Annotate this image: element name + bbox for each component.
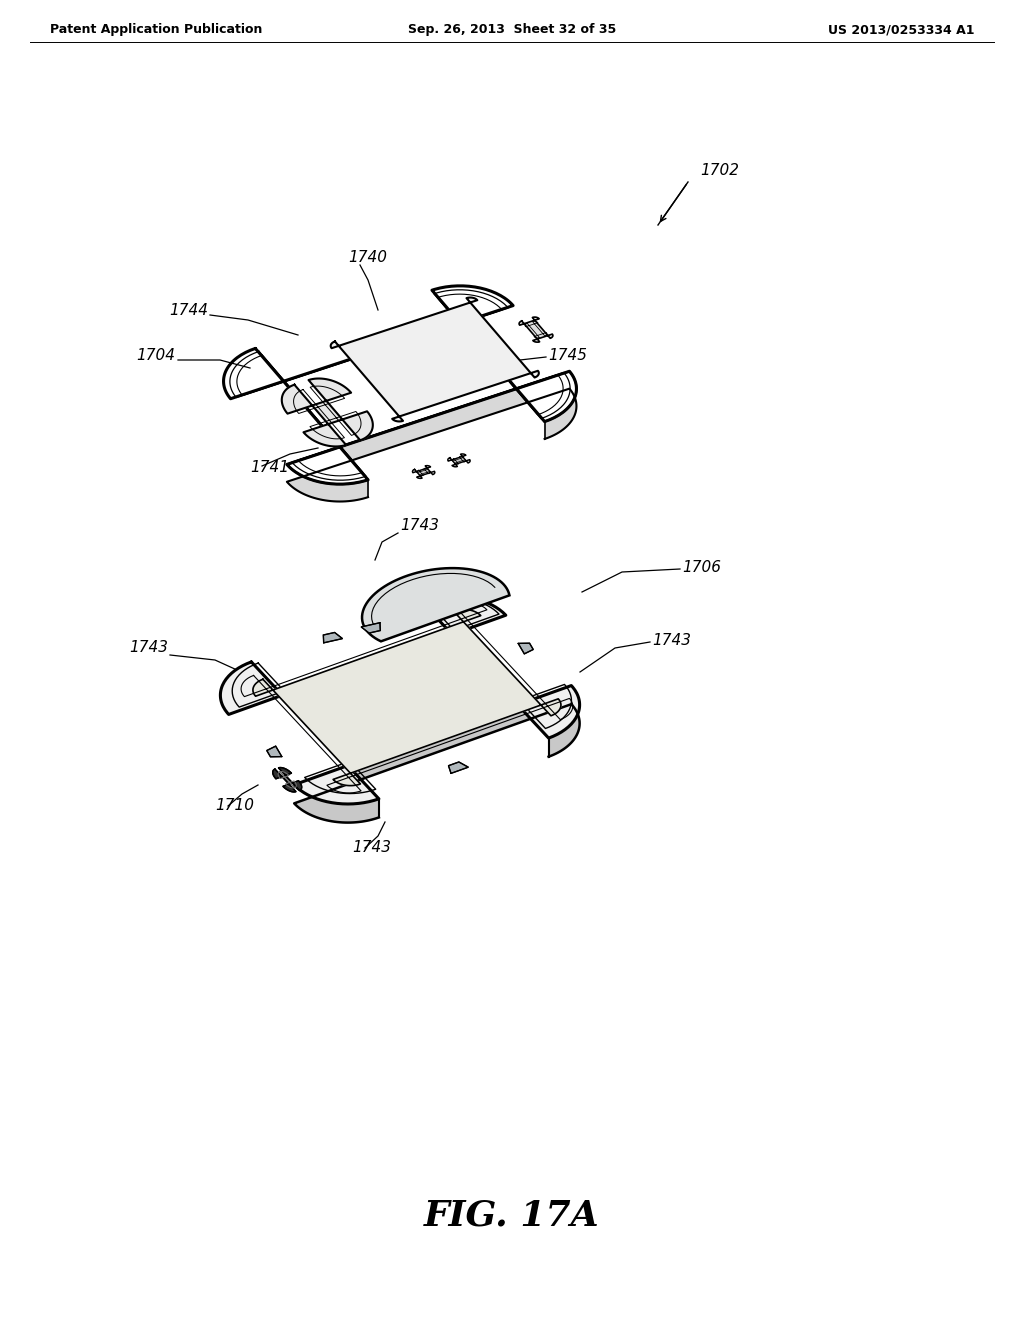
Text: 1745: 1745 (548, 348, 587, 363)
Polygon shape (518, 643, 534, 653)
Text: 1702: 1702 (700, 162, 739, 178)
Polygon shape (361, 623, 380, 634)
Polygon shape (294, 685, 580, 822)
Text: Patent Application Publication: Patent Application Publication (50, 24, 262, 37)
Text: FIG. 17A: FIG. 17A (424, 1199, 600, 1232)
Text: 1743: 1743 (352, 840, 391, 855)
Polygon shape (324, 632, 342, 643)
Polygon shape (362, 568, 510, 642)
Polygon shape (253, 610, 561, 785)
Text: Sep. 26, 2013  Sheet 32 of 35: Sep. 26, 2013 Sheet 32 of 35 (408, 24, 616, 37)
Polygon shape (519, 317, 553, 342)
Polygon shape (449, 762, 468, 774)
Polygon shape (223, 286, 577, 484)
Text: 1740: 1740 (348, 249, 387, 265)
Text: 1743: 1743 (129, 640, 168, 655)
Polygon shape (267, 746, 282, 756)
Text: 1743: 1743 (652, 634, 691, 648)
Text: 1743: 1743 (400, 517, 439, 533)
Polygon shape (447, 454, 470, 467)
Polygon shape (287, 371, 577, 502)
Polygon shape (331, 297, 539, 421)
Polygon shape (272, 767, 302, 792)
Text: 1706: 1706 (682, 560, 721, 576)
Polygon shape (220, 597, 580, 804)
Text: 1704: 1704 (136, 348, 175, 363)
Polygon shape (413, 466, 435, 478)
Text: US 2013/0253334 A1: US 2013/0253334 A1 (827, 24, 974, 37)
Text: 1744: 1744 (169, 304, 208, 318)
Polygon shape (282, 379, 373, 446)
Text: 1710: 1710 (215, 799, 254, 813)
Text: 1741: 1741 (250, 459, 289, 475)
